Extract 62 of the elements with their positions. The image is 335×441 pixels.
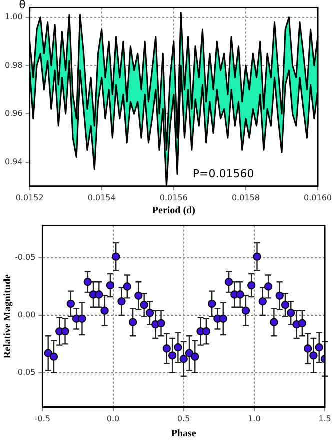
point: [304, 344, 312, 353]
y-tick-label: 0.05: [18, 368, 36, 377]
point: [100, 306, 109, 315]
point: [140, 301, 148, 310]
y-tick-label: 0.00: [18, 310, 36, 320]
point: [191, 352, 200, 361]
point: [236, 290, 244, 299]
y-axis-title: θ: [19, 0, 26, 12]
point: [50, 352, 58, 361]
point: [298, 319, 307, 328]
point: [180, 355, 188, 364]
point: [281, 301, 290, 310]
point: [168, 352, 177, 360]
x-tick-label: 1.0: [248, 414, 261, 424]
point: [287, 309, 296, 318]
x-tick-label: -0.5: [34, 414, 51, 424]
point: [78, 314, 86, 323]
point: [84, 278, 92, 286]
point: [134, 292, 143, 300]
point: [123, 282, 132, 291]
point: [242, 306, 250, 315]
y-tick-label: 0.98: [5, 60, 23, 70]
y-tick-label: 0.96: [5, 109, 23, 118]
point: [253, 252, 262, 261]
x-tick-label: 0.5: [177, 414, 190, 424]
point: [310, 352, 318, 360]
x-tick-label: 1.5: [318, 414, 332, 424]
x-tick-label: 0.0152: [16, 193, 44, 202]
point: [224, 278, 234, 286]
x-axis-title: Phase: [171, 428, 197, 440]
point: [146, 309, 154, 318]
point: [264, 282, 273, 291]
point: [185, 349, 194, 358]
x-tick-label: 0.0160: [304, 193, 332, 202]
point: [270, 318, 278, 326]
y-tick-label: 1.00: [5, 12, 23, 22]
x-axis-title: Period (d): [152, 206, 196, 217]
annotation: P=0.01560: [192, 167, 254, 180]
x-tick-label: 0.0156: [160, 193, 188, 202]
point: [157, 319, 166, 328]
point: [276, 292, 284, 300]
y-tick-label: -0.05: [14, 253, 36, 262]
point: [219, 314, 228, 323]
y-tick-label: 0.94: [5, 157, 23, 166]
y-axis-title: Relative Magnitude: [2, 274, 14, 359]
point: [112, 252, 120, 261]
point: [248, 281, 256, 290]
x-tick-label: 0.0158: [232, 193, 260, 202]
point: [208, 300, 216, 308]
point: [258, 298, 267, 306]
point: [128, 318, 138, 326]
x-tick-label: 0.0: [106, 414, 120, 424]
x-tick-label: 0.0154: [88, 193, 116, 202]
point: [315, 344, 324, 352]
point: [174, 344, 182, 352]
point: [118, 298, 126, 306]
point: [66, 300, 76, 308]
point: [95, 290, 104, 299]
point: [162, 344, 172, 353]
point: [106, 281, 115, 290]
point: [61, 327, 70, 336]
point: [202, 327, 211, 336]
